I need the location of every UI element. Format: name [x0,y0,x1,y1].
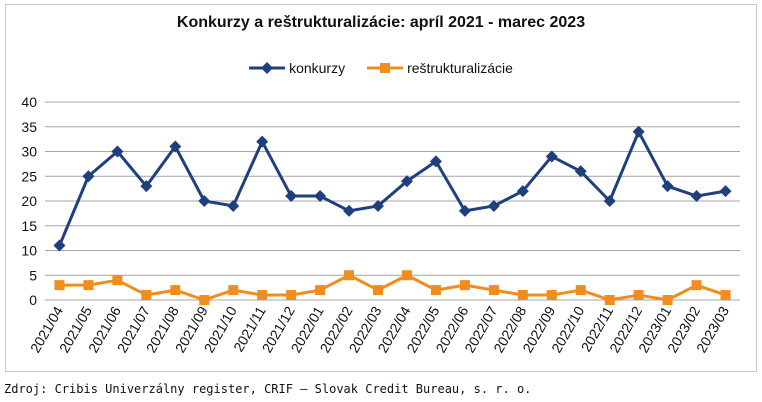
data-point-konkurzy [140,180,153,193]
data-point-restrukturalizacie [344,270,355,281]
data-point-konkurzy [516,185,529,198]
legend-label-konkurzy: konkurzy [289,60,346,76]
data-point-konkurzy [256,135,269,148]
data-point-restrukturalizacie [170,285,181,296]
data-point-konkurzy [632,125,645,138]
data-point-restrukturalizacie [141,290,152,301]
data-point-restrukturalizacie [604,295,615,305]
y-tick-label: 30 [21,144,37,160]
data-point-restrukturalizacie [286,290,297,301]
data-point-restrukturalizacie [720,290,731,301]
data-point-restrukturalizacie [662,295,673,305]
series-line-0 [58,130,726,247]
data-point-restrukturalizacie [112,275,123,286]
data-point-restrukturalizacie [633,290,644,301]
data-point-restrukturalizacie [257,290,268,301]
data-point-konkurzy [82,170,95,183]
data-point-konkurzy [285,190,298,203]
chart-title: Konkurzy a reštrukturalizácie: apríl 202… [176,14,586,31]
data-point-konkurzy [314,190,327,203]
data-point-konkurzy [400,175,413,188]
data-point-konkurzy [111,145,124,158]
data-point-konkurzy [372,199,385,212]
legend-marker-restrukturalizacie [367,63,404,73]
data-point-restrukturalizacie [83,280,94,291]
data-point-restrukturalizacie [546,290,557,301]
data-point-restrukturalizacie [459,280,470,291]
data-point-restrukturalizacie [401,270,412,281]
y-tick-label: 25 [21,168,37,184]
y-tick-label: 5 [29,267,37,283]
series-line-1 [59,273,727,302]
data-point-konkurzy [227,199,240,212]
y-tick-label: 40 [21,94,37,110]
legend-item-restrukturalizacie: reštrukturalizácie [367,60,513,76]
data-point-restrukturalizacie [315,285,326,296]
legend-label-restrukturalizacie: reštrukturalizácie [407,60,513,76]
data-point-restrukturalizacie [575,285,586,296]
data-point-konkurzy [53,239,66,252]
source-note: Zdroj: Cribis Univerzálny register, CRIF… [4,382,532,396]
data-point-restrukturalizacie [199,295,210,305]
data-point-konkurzy [719,185,732,198]
y-tick-label: 0 [29,292,37,308]
data-point-konkurzy [198,195,211,207]
data-point-restrukturalizacie [430,285,441,296]
legend-item-konkurzy: konkurzy [249,60,345,76]
data-point-restrukturalizacie [228,285,239,296]
data-point-konkurzy [603,195,616,207]
data-point-restrukturalizacie [517,290,528,301]
data-point-konkurzy [429,155,442,168]
legend: konkurzy reštrukturalizácie [0,60,762,76]
data-point-konkurzy [574,165,587,178]
data-point-restrukturalizacie [373,285,384,296]
data-point-restrukturalizacie [488,285,499,296]
data-point-konkurzy [661,180,674,193]
y-tick-label: 20 [21,193,37,209]
y-tick-label: 15 [21,218,37,234]
legend-marker-konkurzy [249,62,286,74]
data-point-konkurzy [169,140,182,153]
data-point-restrukturalizacie [54,280,65,291]
y-tick-label: 10 [21,243,37,259]
y-tick-label: 35 [21,119,37,135]
data-point-konkurzy [545,150,558,163]
data-point-konkurzy [690,190,703,203]
data-point-konkurzy [343,204,356,217]
data-point-konkurzy [487,199,500,212]
data-point-konkurzy [458,204,471,217]
data-point-restrukturalizacie [691,280,702,291]
